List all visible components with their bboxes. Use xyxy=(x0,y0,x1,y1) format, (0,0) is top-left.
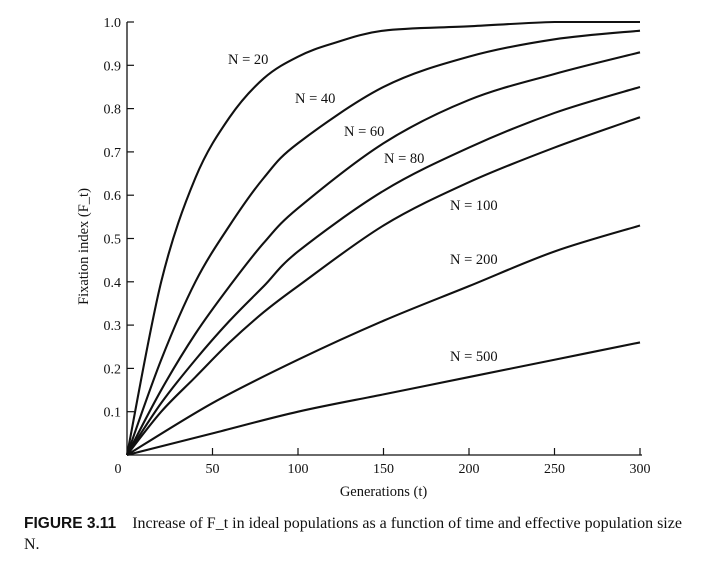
y-tick-label: 0.3 xyxy=(104,319,122,334)
series-label-n-40: N = 40 xyxy=(295,91,335,107)
series-label-n-100: N = 100 xyxy=(450,198,498,214)
figure-caption: FIGURE 3.11 Increase of F_t in ideal popu… xyxy=(24,513,694,555)
y-tick-label: 0.6 xyxy=(104,189,122,204)
x-tick-label: 300 xyxy=(630,462,651,477)
ticks: 0 50 100 150 200 250 300 0.1 0.2 0.3 0.4 0.5 0.6 0.7 0… xyxy=(104,16,651,477)
series-line-n-100 xyxy=(126,116,641,456)
x-tick-label: 100 xyxy=(288,462,309,477)
series-label-n-200: N = 200 xyxy=(450,252,498,268)
x-tick-label: 250 xyxy=(544,462,565,477)
y-tick-label: 0.7 xyxy=(104,146,122,161)
series-line-n-500 xyxy=(126,341,641,457)
figure-number: FIGURE 3.11 xyxy=(24,515,117,532)
y-tick-label: 1.0 xyxy=(104,16,122,31)
series-line-n-200 xyxy=(126,224,641,456)
series-line-n-60 xyxy=(126,51,641,456)
y-tick-label: 0.4 xyxy=(104,276,122,291)
chart: 0 50 100 150 200 250 300 0.1 0.2 0.3 0.4 0.5 0.6 0.7 0… xyxy=(76,16,651,500)
x-tick-label: 50 xyxy=(206,462,220,477)
x-tick-label: 0 xyxy=(115,462,122,477)
y-tick-label: 0.9 xyxy=(104,59,122,74)
y-tick-label: 0.2 xyxy=(104,362,122,377)
series-label-n-60: N = 60 xyxy=(344,124,384,140)
series-line-n-80 xyxy=(126,85,641,456)
series-label-n-20: N = 20 xyxy=(228,52,268,68)
y-tick-label: 0.1 xyxy=(104,406,122,421)
series-line-n-40 xyxy=(126,29,641,456)
x-tick-label: 150 xyxy=(373,462,394,477)
x-axis-title: Generations (t) xyxy=(340,484,428,500)
caption-text: Increase of F_t in ideal populations as … xyxy=(24,515,682,553)
y-axis-title: Fixation index (F_t) xyxy=(76,188,92,305)
y-tick-label: 0.8 xyxy=(104,103,122,118)
curves xyxy=(125,20,641,457)
series-label-n-500: N = 500 xyxy=(450,349,498,365)
series-line-n-20 xyxy=(125,20,640,456)
curve-labels: N = 20 N = 40 N = 60N = 80 N = 100 N = 200 N … xyxy=(228,52,498,365)
y-tick-label: 0.5 xyxy=(104,233,122,248)
x-tick-label: 200 xyxy=(459,462,480,477)
series-label-n-80: N = 80 xyxy=(384,151,424,167)
